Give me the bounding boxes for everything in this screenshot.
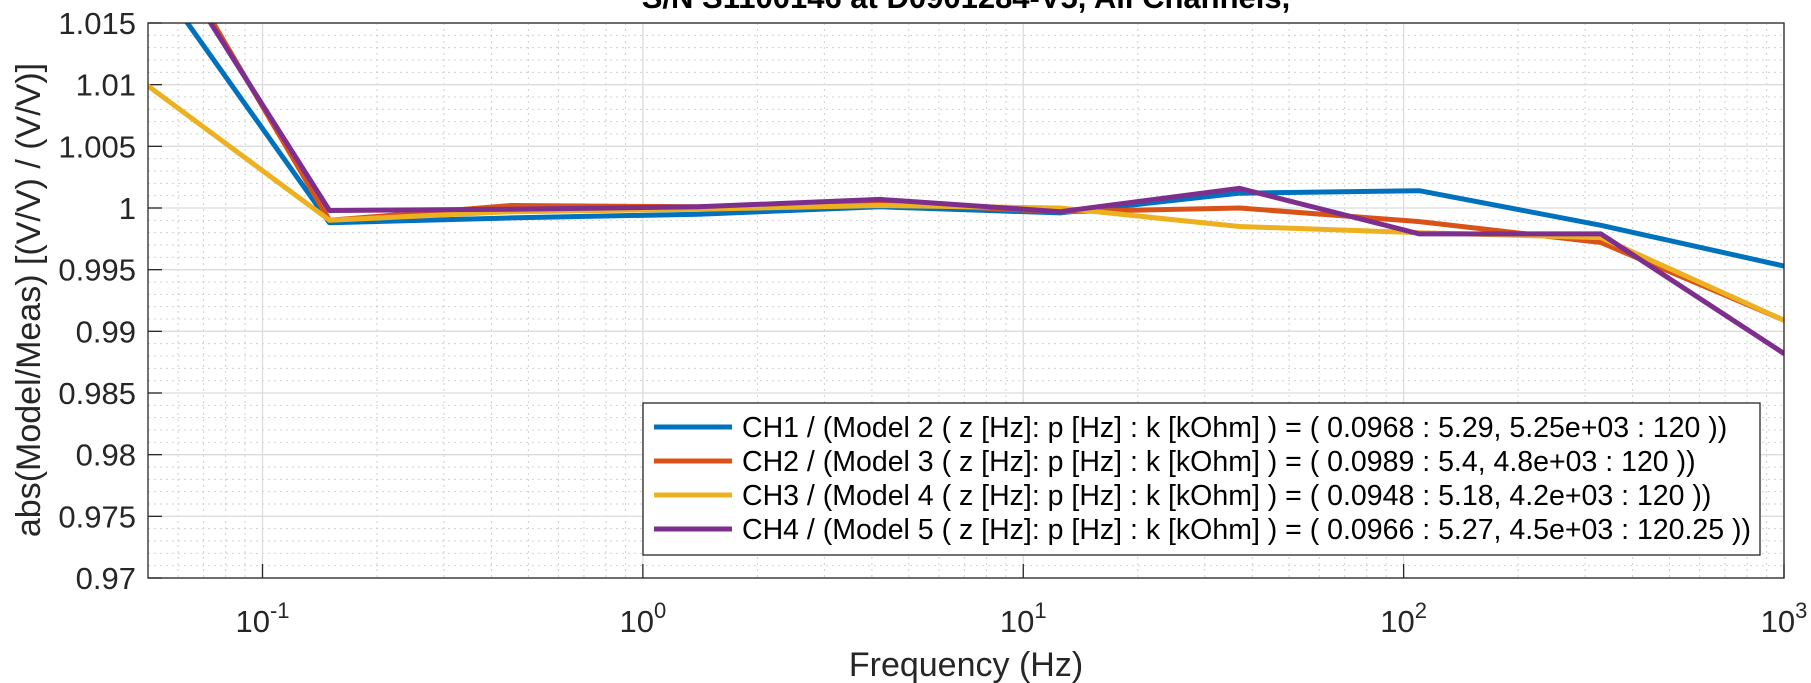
legend-label-ch1: CH1 / (Model 2 ( z [Hz]: p [Hz] : k [kOh… xyxy=(742,412,1727,444)
x-tick-labels: 10-1 100 101 102 103 xyxy=(235,598,1807,639)
legend-label-ch3: CH3 / (Model 4 ( z [Hz]: p [Hz] : k [kOh… xyxy=(742,480,1711,512)
series-lines xyxy=(148,23,1784,356)
y-tick-label: 1 xyxy=(119,191,136,226)
series-line-ch4 xyxy=(207,23,1784,356)
y-tick-labels: 0.97 0.975 0.98 0.985 0.99 0.995 1 1.005 1.01 1.0… xyxy=(58,6,136,596)
legend-label-ch4: CH4 / (Model 5 ( z [Hz]: p [Hz] : k [kOh… xyxy=(742,514,1751,546)
y-tick-label: 1.005 xyxy=(58,129,136,164)
y-tick-label: 0.97 xyxy=(76,561,136,596)
y-axis-label: abs(Model/Meas) [(V/V) / (V/V)] xyxy=(10,63,48,537)
x-tick-label: 101 xyxy=(1000,598,1047,639)
x-tick-label: 10-1 xyxy=(235,598,289,639)
plot-frame xyxy=(147,22,1785,579)
x-axis-label: Frequency (Hz) xyxy=(849,646,1083,683)
x-tick-label: 100 xyxy=(620,598,667,639)
x-tick-label: 102 xyxy=(1380,598,1427,639)
legend: CH1 / (Model 2 ( z [Hz]: p [Hz] : k [kOh… xyxy=(642,402,1761,556)
y-tick-label: 1.01 xyxy=(76,68,136,103)
y-tick-label: 0.975 xyxy=(58,499,136,534)
y-tick-label: 1.015 xyxy=(58,6,136,41)
x-tick-label: 103 xyxy=(1761,598,1808,639)
y-tick-label: 0.99 xyxy=(76,314,136,349)
y-tick-label: 0.98 xyxy=(76,438,136,473)
legend-box xyxy=(642,402,1761,556)
chart-title: S/N S1100146 at D0901284-V5, All Channel… xyxy=(642,0,1291,15)
y-tick-label: 0.985 xyxy=(58,376,136,411)
y-tick-label: 0.995 xyxy=(58,253,136,288)
legend-label-ch2: CH2 / (Model 3 ( z [Hz]: p [Hz] : k [kOh… xyxy=(742,446,1696,478)
